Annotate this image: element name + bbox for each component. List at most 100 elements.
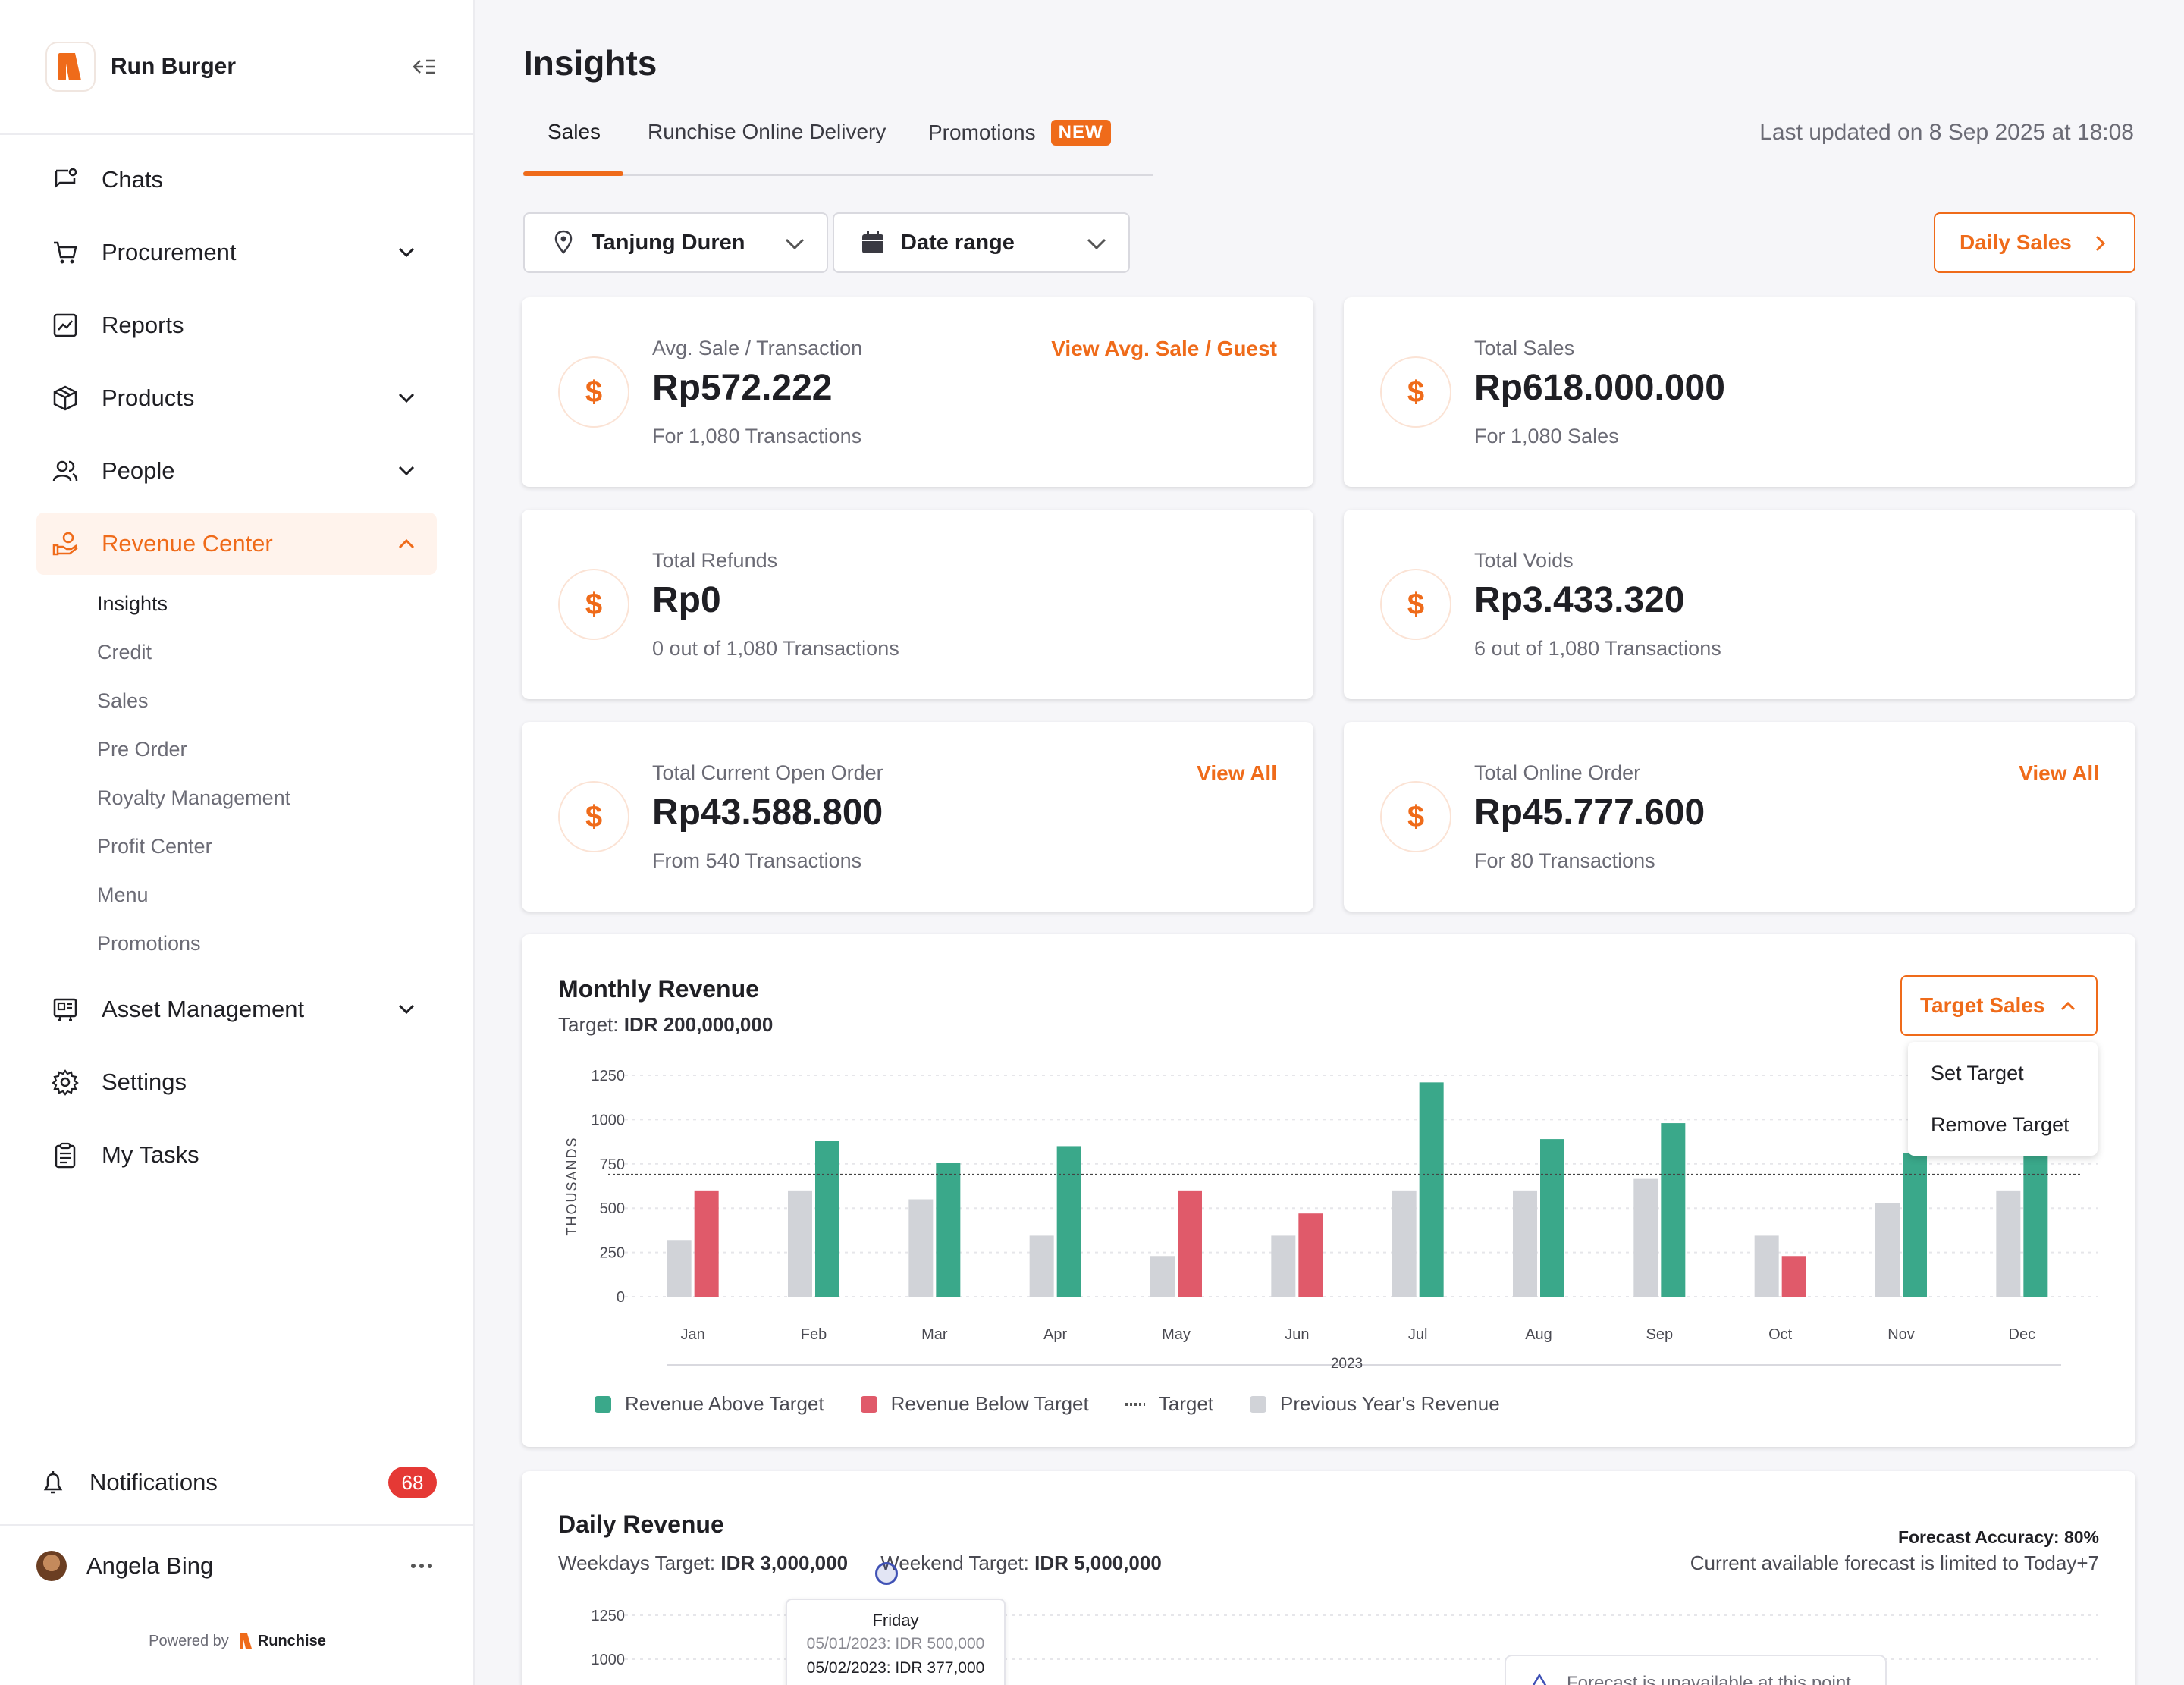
daily-sales-button[interactable]: Daily Sales <box>1934 212 2135 273</box>
sidebar-item-label: Procurement <box>102 239 237 265</box>
weekend-value: IDR 5,000,000 <box>1034 1552 1162 1574</box>
x-tick-label: Sep <box>1646 1326 1674 1343</box>
card-value: Rp572.222 <box>652 368 833 408</box>
sidebar-item-people[interactable]: People <box>36 440 437 502</box>
card-subtext: 6 out of 1,080 Transactions <box>1474 637 1721 660</box>
card-label: Total Current Open Order <box>652 761 883 784</box>
tab-sales[interactable]: Sales <box>548 120 601 176</box>
card-subtext: For 80 Transactions <box>1474 849 1655 872</box>
more-options-icon[interactable] <box>406 1552 437 1580</box>
daily-targets-text: Weekdays Target: IDR 3,000,000 Weekend T… <box>558 1552 1162 1575</box>
weekdays-label: Weekdays Target: <box>558 1552 721 1574</box>
chevron-down-icon[interactable] <box>391 456 422 486</box>
date-range-select[interactable]: Date range <box>833 212 1130 273</box>
powered-by-label: Powered by <box>149 1632 229 1649</box>
sidebar-item-label: Chats <box>102 166 163 193</box>
subnav-menu[interactable]: Menu <box>97 883 149 906</box>
sidebar-item-chats[interactable]: Chats <box>36 149 437 211</box>
x-tick-label: Aug <box>1525 1326 1552 1343</box>
sidebar-nav: Chats Procurement Reports Products Peopl… <box>36 138 437 1186</box>
bar-previous-year <box>1392 1190 1417 1297</box>
bar-previous-year <box>1029 1235 1054 1297</box>
monthly-revenue-title: Monthly Revenue <box>558 975 759 1003</box>
weekend-label: Weekend Target: <box>880 1552 1035 1574</box>
sidebar-item-asset-management[interactable]: Asset Management <box>36 978 437 1040</box>
people-icon <box>49 454 82 488</box>
x-tick-label: May <box>1162 1326 1191 1343</box>
daily-revenue-panel: Daily Revenue Weekdays Target: IDR 3,000… <box>522 1471 2135 1685</box>
legend-below-target[interactable]: Revenue Below Target <box>860 1392 1089 1416</box>
y-tick-label: 1250 <box>592 1608 626 1624</box>
chevron-down-icon[interactable] <box>391 237 422 268</box>
location-select[interactable]: Tanjung Duren <box>523 212 828 273</box>
menu-item-set-target[interactable]: Set Target <box>1931 1062 2024 1084</box>
forecast-note-text: Forecast is unavailable at this point <box>1567 1673 1851 1685</box>
subnav-promotions[interactable]: Promotions <box>97 931 201 955</box>
runchise-logo-icon <box>239 1633 252 1649</box>
sidebar-item-revenue-center[interactable]: Revenue Center <box>36 513 437 575</box>
chevron-down-icon[interactable] <box>391 994 422 1024</box>
bar-above-target <box>1903 1153 1927 1297</box>
notifications-item[interactable]: Notifications 68 <box>36 1456 437 1509</box>
tab-active-indicator <box>523 171 623 176</box>
chevron-down-icon[interactable] <box>391 383 422 413</box>
bar-previous-year <box>1875 1203 1900 1297</box>
box-icon <box>49 381 82 415</box>
dollar-icon: $ <box>1380 569 1451 640</box>
bar-below-target <box>1298 1213 1323 1297</box>
monthly-target-text: Target: IDR 200,000,000 <box>558 1013 773 1037</box>
card-label: Total Sales <box>1474 337 1575 359</box>
card-value: Rp3.433.320 <box>1474 580 1685 620</box>
bar-previous-year <box>1150 1256 1175 1297</box>
chevron-up-icon[interactable] <box>391 529 422 559</box>
view-avg-sale-guest-link[interactable]: View Avg. Sale / Guest <box>1051 337 1277 360</box>
bar-above-target <box>1540 1139 1564 1297</box>
sidebar-item-procurement[interactable]: Procurement <box>36 221 437 284</box>
target-sales-button[interactable]: Target Sales <box>1900 975 2098 1036</box>
view-all-open-orders-link[interactable]: View All <box>1197 761 1277 785</box>
legend-swatch <box>1125 1402 1145 1406</box>
menu-item-remove-target[interactable]: Remove Target <box>1931 1113 2069 1136</box>
subnav-profit-center[interactable]: Profit Center <box>97 834 212 858</box>
legend-swatch <box>860 1395 877 1413</box>
subnav-royalty-management[interactable]: Royalty Management <box>97 786 291 809</box>
dollar-icon: $ <box>1380 781 1451 852</box>
y-tick-label: 1000 <box>592 1652 626 1668</box>
legend-target[interactable]: Target <box>1125 1392 1213 1416</box>
bar-previous-year <box>908 1199 934 1297</box>
sidebar-item-label: People <box>102 457 175 484</box>
sidebar-item-reports[interactable]: Reports <box>36 294 437 356</box>
tab-label: Sales <box>548 120 601 143</box>
tab-promotions[interactable]: Promotions NEW <box>928 120 1111 176</box>
subnav-pre-order[interactable]: Pre Order <box>97 737 187 761</box>
bar-below-target <box>1781 1256 1806 1297</box>
monthly-revenue-chart: 0 250 500 750 1000 1250 THOUSANDS Jan Feb Mar Apr M… <box>564 1068 2098 1372</box>
target-label: Target: <box>558 1013 624 1036</box>
collapse-sidebar-icon[interactable] <box>410 52 440 82</box>
subnav-credit[interactable]: Credit <box>97 640 152 664</box>
legend-above-target[interactable]: Revenue Above Target <box>595 1392 824 1416</box>
tooltip-previous: 05/01/2023: IDR 500,000 <box>806 1635 985 1652</box>
tab-runchise-online-delivery[interactable]: Runchise Online Delivery <box>648 120 886 176</box>
sidebar-item-my-tasks[interactable]: My Tasks <box>36 1124 437 1186</box>
brand-logo <box>46 42 96 92</box>
x-axis-label: 2023 <box>1331 1356 1363 1372</box>
daily-revenue-title: Daily Revenue <box>558 1511 724 1538</box>
revenue-icon <box>49 527 82 560</box>
subnav-sales[interactable]: Sales <box>97 689 149 712</box>
bar-above-target <box>1056 1146 1081 1297</box>
y-tick-label: 1000 <box>592 1112 626 1128</box>
online-order-card: $ Total Online Order Rp45.777.600 For 80… <box>1344 722 2135 912</box>
sidebar-item-products[interactable]: Products <box>36 367 437 429</box>
sidebar: Run Burger Chats Procurement Reports Pro… <box>0 0 475 1685</box>
subnav-insights[interactable]: Insights <box>97 591 168 615</box>
y-tick-label: 750 <box>600 1156 625 1173</box>
user-profile[interactable]: Angela Bing <box>36 1539 437 1592</box>
x-tick-label: Jun <box>1285 1326 1309 1343</box>
sidebar-item-settings[interactable]: Settings <box>36 1051 437 1113</box>
bar-previous-year <box>1754 1235 1779 1297</box>
bar-above-target <box>936 1163 961 1297</box>
bar-above-target <box>815 1141 839 1297</box>
view-all-online-orders-link[interactable]: View All <box>2019 761 2099 785</box>
legend-previous-year[interactable]: Previous Year's Revenue <box>1250 1392 1500 1416</box>
